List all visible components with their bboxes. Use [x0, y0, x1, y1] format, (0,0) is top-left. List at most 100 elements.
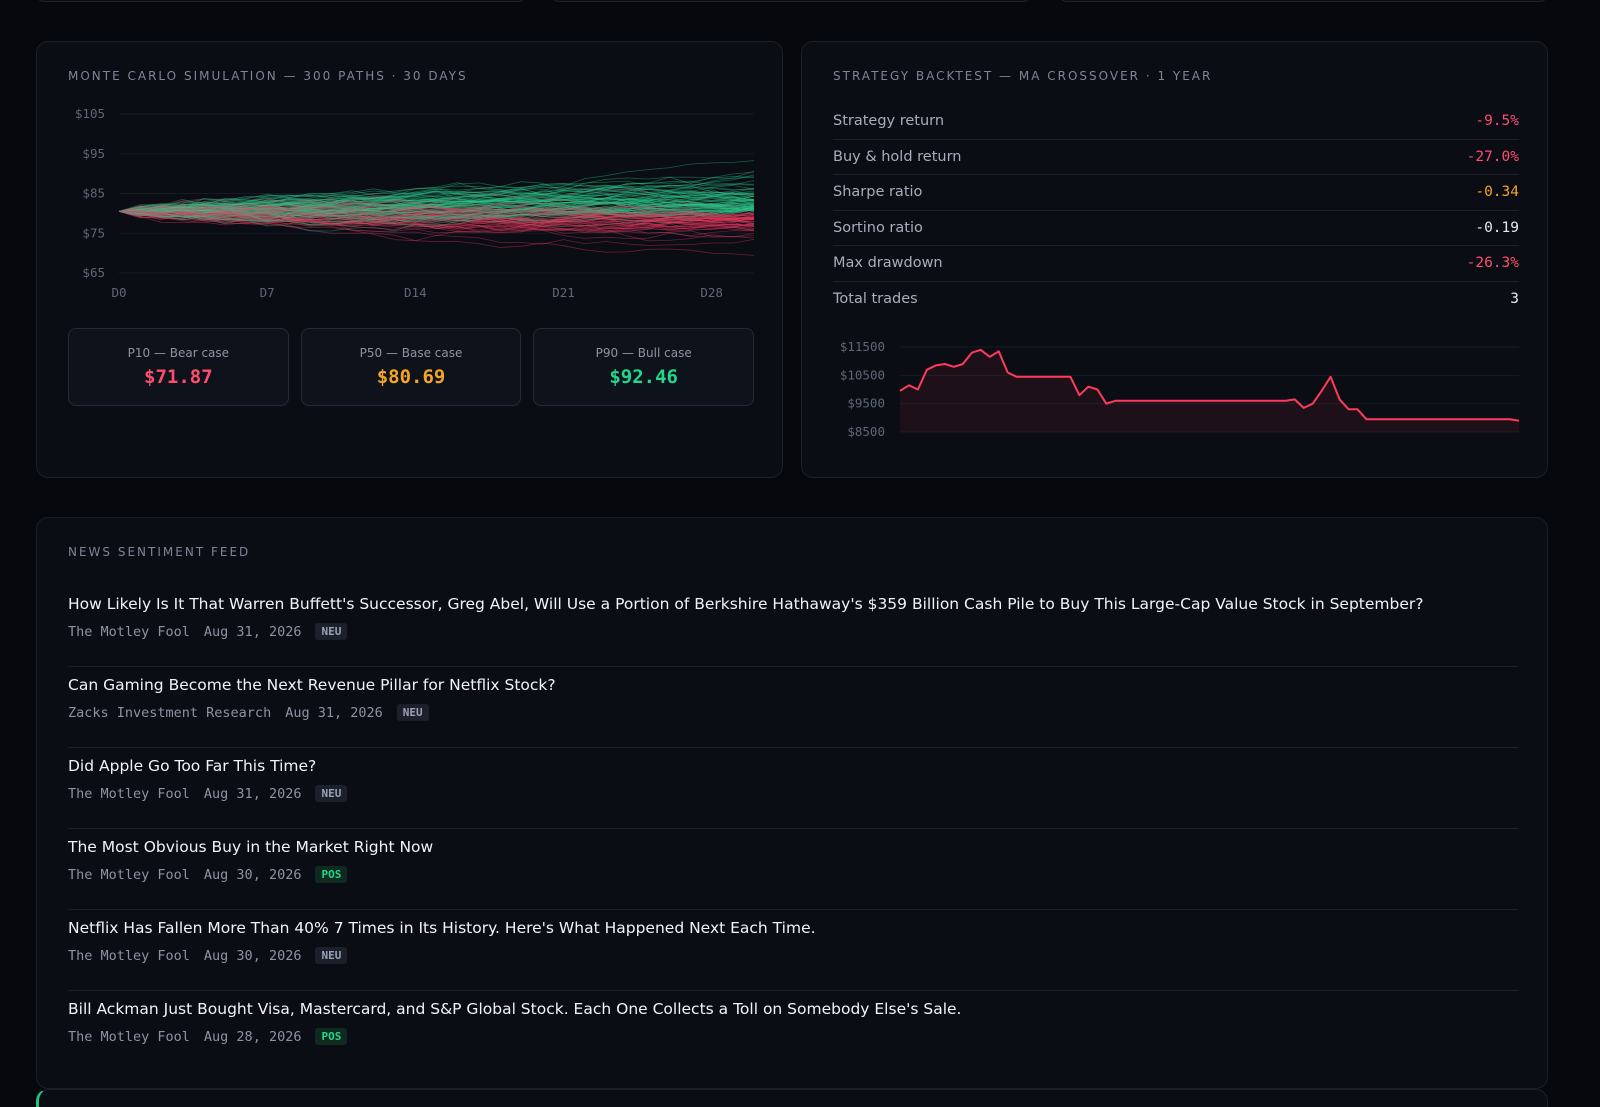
simulation-path	[118, 210, 755, 232]
stat-label: Sharpe ratio	[833, 184, 923, 201]
percentile-card-p10: P10 — Bear case $71.87	[68, 328, 289, 406]
news-headline[interactable]: Netflix Has Fallen More Than 40% 7 Times…	[68, 919, 816, 937]
news-headline[interactable]: How Likely Is It That Warren Buffett's S…	[68, 595, 1424, 613]
news-date: Aug 31, 2026	[203, 785, 302, 802]
simulation-path	[118, 208, 755, 227]
news-headline[interactable]: The Most Obvious Buy in the Market Right…	[68, 838, 434, 856]
simulation-path	[118, 199, 755, 221]
simulation-path	[118, 193, 755, 217]
simulation-path	[118, 206, 755, 246]
simulation-path	[118, 190, 755, 214]
simulation-path	[118, 195, 755, 223]
x-tick-label: D28	[700, 285, 723, 300]
simulation-path	[118, 199, 755, 215]
news-item[interactable]: Bill Ackman Just Bought Visa, Mastercard…	[68, 991, 1518, 1072]
y-tick-label: $95	[82, 146, 105, 161]
monte-carlo-title: MONTE CARLO SIMULATION — 300 PATHS · 30 …	[68, 69, 468, 83]
bottom-panel-stub	[36, 1089, 1548, 1107]
top-panel-stub-3	[1059, 0, 1548, 2]
x-tick-label: D0	[111, 285, 126, 300]
news-list: How Likely Is It That Warren Buffett's S…	[68, 586, 1518, 1072]
simulation-path	[118, 205, 755, 216]
simulation-path	[118, 207, 755, 226]
simulation-path	[118, 190, 755, 215]
simulation-path	[118, 203, 755, 220]
simulation-path	[118, 197, 755, 214]
news-panel: NEWS SENTIMENT FEED How Likely Is It Tha…	[36, 517, 1548, 1089]
x-tick-label: D21	[552, 285, 575, 300]
news-headline[interactable]: Bill Ackman Just Bought Visa, Mastercard…	[68, 1000, 962, 1018]
sentiment-badge: NEU	[315, 623, 348, 640]
simulation-path	[118, 208, 755, 227]
simulation-path	[118, 207, 755, 222]
simulation-path	[118, 210, 755, 229]
news-item[interactable]: Did Apple Go Too Far This Time? The Motl…	[68, 748, 1518, 829]
simulation-path	[118, 208, 755, 238]
news-item[interactable]: Can Gaming Become the Next Revenue Pilla…	[68, 667, 1518, 748]
simulation-path	[118, 206, 755, 218]
simulation-path	[118, 188, 755, 222]
news-source: Zacks Investment Research	[68, 704, 272, 721]
simulation-path	[118, 211, 755, 233]
simulation-path	[118, 211, 755, 233]
stat-label: Strategy return	[833, 113, 945, 130]
news-source: The Motley Fool	[68, 866, 190, 883]
simulation-path	[118, 199, 755, 218]
stat-row-sortino-ratio: Sortino ratio -0.19	[833, 211, 1519, 246]
news-item[interactable]: The Most Obvious Buy in the Market Right…	[68, 829, 1518, 910]
simulation-path	[118, 205, 755, 227]
simulation-path	[118, 209, 755, 230]
simulation-path	[118, 195, 755, 213]
simulation-path	[118, 187, 755, 214]
simulation-path	[118, 170, 755, 213]
simulation-path	[118, 204, 755, 228]
simulation-path	[118, 211, 755, 227]
x-tick-label: D7	[260, 285, 275, 300]
simulation-path	[118, 201, 755, 219]
simulation-path	[118, 199, 755, 213]
simulation-path	[118, 211, 755, 239]
simulation-path	[118, 185, 755, 215]
simulation-path	[118, 211, 755, 231]
simulation-path	[118, 206, 755, 226]
stat-row-total-trades: Total trades 3	[833, 282, 1519, 318]
simulation-path	[118, 201, 755, 222]
simulation-path	[118, 180, 755, 214]
news-item[interactable]: How Likely Is It That Warren Buffett's S…	[68, 586, 1518, 667]
simulation-path	[118, 210, 755, 232]
news-title: NEWS SENTIMENT FEED	[68, 545, 251, 559]
simulation-path	[118, 210, 755, 236]
news-item[interactable]: Netflix Has Fallen More Than 40% 7 Times…	[68, 910, 1518, 991]
news-source: The Motley Fool	[68, 623, 190, 640]
simulation-path	[118, 206, 755, 221]
simulation-path	[118, 211, 755, 234]
simulation-path	[118, 211, 755, 256]
news-headline[interactable]: Can Gaming Become the Next Revenue Pilla…	[68, 676, 556, 694]
simulation-path	[118, 208, 755, 230]
simulation-path	[118, 200, 755, 224]
news-meta: The Motley Fool Aug 28, 2026 POS	[68, 1028, 1518, 1045]
news-headline[interactable]: Did Apple Go Too Far This Time?	[68, 757, 317, 775]
simulation-path	[118, 207, 755, 226]
backtest-stats: Strategy return -9.5% Buy & hold return …	[833, 104, 1519, 317]
simulation-path	[118, 204, 755, 219]
percentile-cards: P10 — Bear case $71.87 P50 — Base case $…	[68, 328, 755, 406]
news-date: Aug 31, 2026	[203, 623, 302, 640]
top-panel-stub-1	[36, 0, 526, 2]
simulation-path	[118, 204, 755, 239]
sentiment-badge: NEU	[315, 947, 348, 964]
simulation-path	[118, 195, 755, 220]
simulation-path	[118, 201, 755, 221]
simulation-path	[118, 186, 755, 213]
news-meta: The Motley Fool Aug 30, 2026 NEU	[68, 947, 1518, 964]
simulation-path	[118, 207, 755, 222]
percentile-card-p90: P90 — Bull case $92.46	[533, 328, 755, 406]
news-meta: The Motley Fool Aug 30, 2026 POS	[68, 866, 1518, 883]
simulation-path	[118, 176, 755, 215]
equity-curve-chart: $11500 $10500 $9500 $8500	[840, 339, 1520, 439]
news-meta: The Motley Fool Aug 31, 2026 NEU	[68, 785, 1518, 802]
simulation-path	[118, 205, 755, 232]
simulation-path	[118, 180, 755, 213]
simulation-path	[118, 195, 755, 217]
simulation-path	[118, 198, 755, 212]
